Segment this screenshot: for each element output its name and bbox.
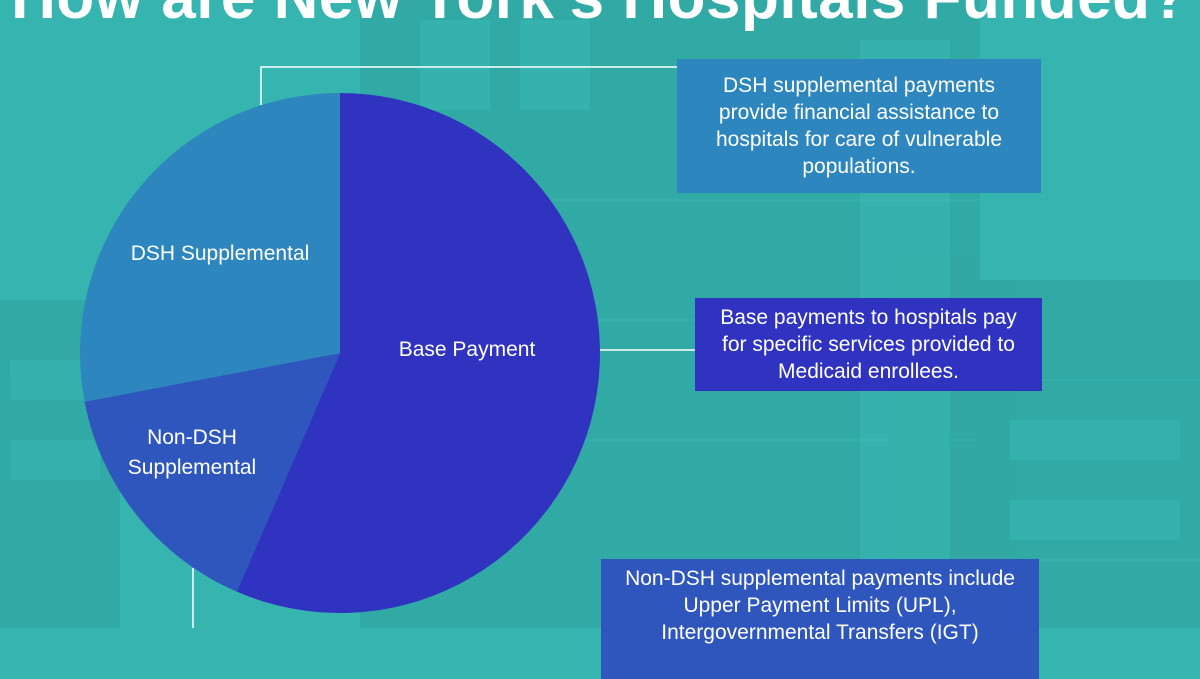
nondsh-callout-text: Non-DSH supplemental payments include Up… xyxy=(625,565,1015,646)
base-callout-line: Medicaid enrollees. xyxy=(778,360,959,383)
dsh-callout-box: DSH supplemental payments provide financ… xyxy=(677,59,1041,193)
nondsh-callout-box: Non-DSH supplemental payments include Up… xyxy=(601,559,1039,679)
base-callout-line: for specific services provided to xyxy=(722,333,1015,356)
dsh-callout-text: DSH supplemental payments provide financ… xyxy=(716,72,1002,180)
nondsh-callout-line: Intergovernmental Transfers (IGT) xyxy=(661,621,979,644)
nondsh-callout-line: Upper Payment Limits (UPL), xyxy=(683,594,957,617)
dsh-callout-line: populations. xyxy=(802,155,916,178)
pie-label-base-payment: Base Payment xyxy=(399,338,536,361)
nondsh-callout-line: Non-DSH supplemental payments include xyxy=(625,567,1015,590)
pie-slice-dsh-supplemental xyxy=(80,93,341,402)
base-callout-text: Base payments to hospitals pay for speci… xyxy=(720,304,1017,385)
base-callout-box: Base payments to hospitals pay for speci… xyxy=(695,298,1042,391)
dsh-callout-line: DSH supplemental payments xyxy=(723,74,995,97)
pie-chart: Base Payment Non-DSH Supplemental DSH Suppl… xyxy=(80,93,600,613)
leader-lines xyxy=(192,66,695,628)
base-callout-line: Base payments to hospitals pay xyxy=(720,306,1017,329)
dsh-callout-line: hospitals for care of vulnerable xyxy=(716,128,1002,151)
pie-label-dsh-supplemental: DSH Supplemental xyxy=(131,242,310,265)
pie-label-non-dsh-supplemental: Non-DSH Supplemental xyxy=(128,426,256,479)
pie-slice-base-payment xyxy=(236,93,600,613)
page-title: How are New York's Hospitals Funded? xyxy=(0,0,1200,33)
pie-slice-non-dsh-supplemental xyxy=(84,353,340,592)
dsh-callout-line: provide financial assistance to xyxy=(718,101,1000,124)
